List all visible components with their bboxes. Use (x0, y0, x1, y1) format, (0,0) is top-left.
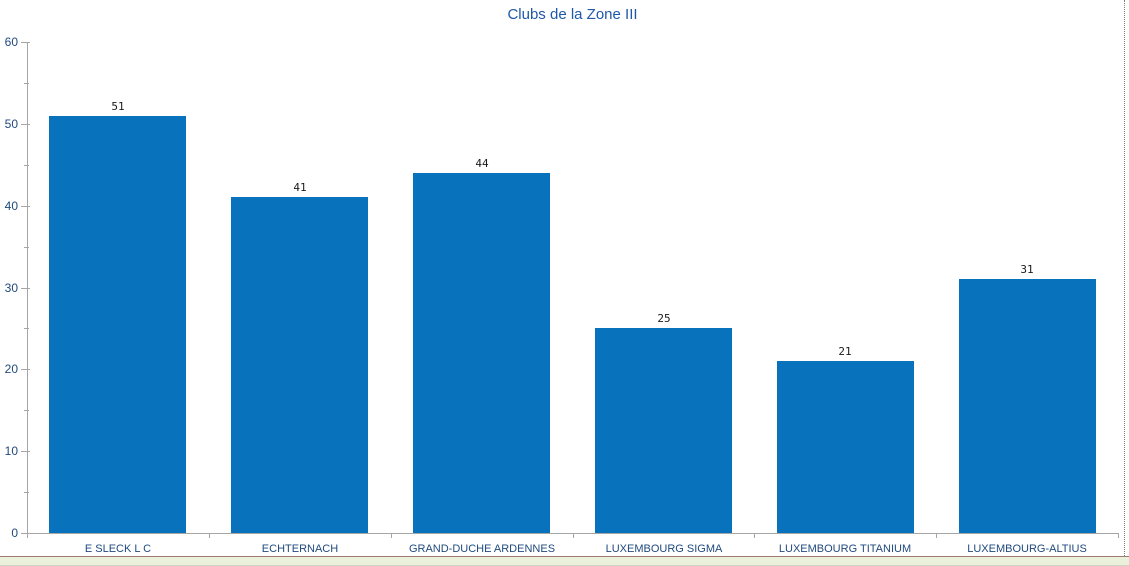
bar[interactable] (959, 279, 1096, 533)
value-axis-tick-label: 20 (4, 362, 18, 376)
bar-value-label: 25 (657, 312, 671, 325)
bar-value-label: 41 (293, 181, 307, 194)
bar-value-label: 51 (111, 100, 125, 113)
category-axis-tick (936, 533, 937, 538)
category-axis-label: E SLECK L C (84, 543, 152, 555)
value-axis-minor-tick (24, 83, 29, 84)
category-axis-label: LUXEMBOURG SIGMA (605, 543, 723, 555)
category-axis-tick (209, 533, 210, 538)
category-axis-tick (391, 533, 392, 538)
worksheet-row-strip (0, 556, 1129, 566)
value-axis-tick-label: 40 (4, 199, 18, 213)
bar[interactable] (595, 328, 732, 533)
bar-value-label: 31 (1020, 263, 1034, 276)
bar-value-label: 44 (475, 157, 489, 170)
category-axis-label: LUXEMBOURG TITANIUM (778, 543, 912, 555)
chart-title[interactable]: Clubs de la Zone III (507, 6, 638, 23)
value-axis-tick-label: 50 (4, 117, 18, 131)
value-axis-major-tick (21, 42, 30, 43)
bar[interactable] (777, 361, 914, 533)
bar[interactable] (231, 197, 368, 533)
page-break-dotted-line (1124, 0, 1125, 566)
category-axis-label: GRAND-DUCHE ARDENNES (408, 543, 556, 555)
category-axis-tick (754, 533, 755, 538)
bar[interactable] (49, 116, 186, 533)
value-axis-minor-tick (24, 410, 29, 411)
bar-value-label: 21 (838, 345, 852, 358)
value-axis-major-tick (21, 124, 30, 125)
value-axis-major-tick (21, 206, 30, 207)
category-axis-label: ECHTERNACH (261, 543, 339, 555)
category-axis-label: LUXEMBOURG-ALTIUS (967, 543, 1087, 555)
value-axis-tick-label: 60 (4, 35, 18, 49)
value-axis-major-tick (21, 451, 30, 452)
bar[interactable] (413, 173, 550, 533)
value-axis-tick-label: 10 (4, 444, 18, 458)
value-axis-minor-tick (24, 247, 29, 248)
value-axis-tick-label: 30 (4, 281, 18, 295)
category-axis-tick (573, 533, 574, 538)
value-axis-tick-label: 0 (11, 526, 18, 540)
category-axis-tick (27, 533, 28, 538)
category-axis-tick (1118, 533, 1119, 538)
value-axis-major-tick (21, 369, 30, 370)
value-axis-minor-tick (24, 492, 29, 493)
value-axis-major-tick (21, 533, 30, 534)
value-axis-minor-tick (24, 328, 29, 329)
value-axis-major-tick (21, 288, 30, 289)
value-axis-minor-tick (24, 165, 29, 166)
